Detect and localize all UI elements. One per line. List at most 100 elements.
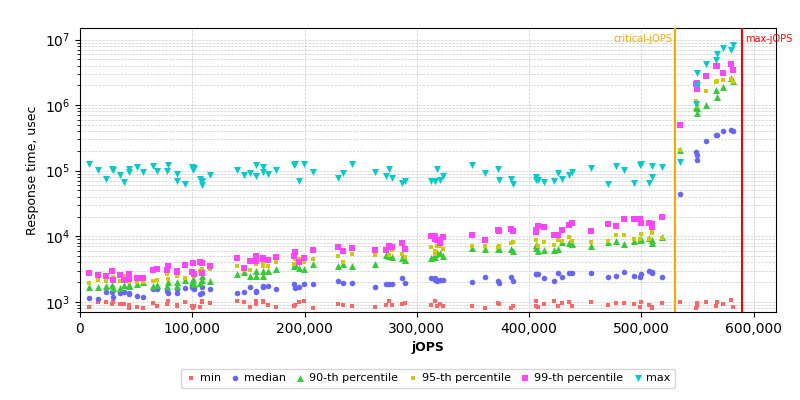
99-th percentile	[368, 247, 381, 253]
min	[396, 301, 409, 307]
min	[117, 301, 130, 307]
median	[243, 283, 256, 290]
95-th percentile	[194, 268, 206, 274]
95-th percentile	[538, 238, 550, 245]
max	[203, 172, 216, 179]
min	[298, 298, 310, 305]
95-th percentile	[306, 256, 319, 262]
max	[386, 175, 398, 182]
median	[646, 269, 658, 276]
95-th percentile	[289, 256, 302, 262]
median	[293, 284, 306, 290]
99-th percentile	[250, 253, 262, 259]
95-th percentile	[346, 251, 358, 257]
95-th percentile	[131, 279, 144, 286]
median	[331, 278, 344, 284]
90-th percentile	[136, 279, 149, 286]
median	[643, 267, 656, 274]
90-th percentile	[725, 75, 738, 82]
max	[506, 181, 519, 187]
99-th percentile	[538, 223, 550, 230]
max	[493, 177, 506, 183]
90-th percentile	[493, 245, 506, 252]
90-th percentile	[646, 240, 658, 246]
90-th percentile	[396, 255, 409, 262]
max	[425, 178, 438, 184]
99-th percentile	[99, 273, 112, 279]
max	[178, 181, 191, 188]
95-th percentile	[161, 271, 174, 277]
99-th percentile	[530, 227, 542, 233]
min	[106, 299, 119, 305]
median	[195, 290, 208, 296]
min	[466, 302, 478, 309]
99-th percentile	[186, 268, 198, 275]
max	[691, 70, 704, 76]
90-th percentile	[532, 248, 545, 254]
90-th percentile	[147, 282, 160, 289]
99-th percentile	[725, 61, 738, 67]
max	[382, 166, 395, 173]
90-th percentile	[628, 237, 641, 244]
90-th percentile	[643, 235, 656, 241]
median	[346, 280, 358, 286]
90-th percentile	[710, 94, 723, 101]
median	[555, 274, 568, 280]
95-th percentile	[674, 147, 686, 153]
min	[196, 298, 209, 305]
min	[99, 299, 112, 305]
95-th percentile	[585, 239, 598, 245]
95-th percentile	[203, 266, 216, 272]
median	[700, 138, 713, 145]
max	[436, 172, 449, 179]
median	[710, 132, 722, 138]
median	[238, 288, 250, 295]
90-th percentile	[194, 280, 206, 286]
95-th percentile	[187, 273, 200, 280]
max	[298, 161, 310, 168]
max	[131, 164, 144, 170]
max	[396, 180, 409, 186]
min	[346, 303, 358, 310]
median	[99, 288, 112, 295]
min	[633, 304, 646, 311]
min	[261, 302, 274, 309]
median	[725, 127, 738, 134]
median	[610, 273, 623, 279]
max	[346, 160, 358, 167]
min	[428, 298, 441, 304]
min	[434, 301, 446, 307]
99-th percentile	[82, 270, 95, 276]
90-th percentile	[436, 253, 449, 259]
99-th percentile	[425, 233, 438, 240]
90-th percentile	[261, 268, 274, 274]
max	[398, 178, 411, 184]
max	[106, 166, 118, 172]
Legend: min, median, 90-th percentile, 95-th percentile, 99-th percentile, max: min, median, 90-th percentile, 95-th per…	[181, 369, 675, 388]
99-th percentile	[187, 271, 200, 278]
max	[379, 173, 392, 179]
max	[466, 162, 478, 168]
min	[655, 300, 668, 306]
min	[147, 300, 160, 306]
99-th percentile	[532, 223, 545, 230]
min	[170, 303, 183, 309]
median	[602, 274, 614, 280]
95-th percentile	[261, 263, 274, 270]
95-th percentile	[634, 230, 647, 237]
95-th percentile	[178, 275, 191, 281]
min	[293, 298, 306, 305]
max	[91, 167, 104, 173]
95-th percentile	[368, 252, 381, 258]
95-th percentile	[186, 267, 198, 274]
95-th percentile	[186, 272, 199, 278]
min	[368, 304, 381, 310]
min	[269, 304, 282, 310]
95-th percentile	[106, 274, 119, 280]
median	[506, 278, 519, 284]
max	[628, 180, 641, 186]
95-th percentile	[250, 261, 262, 268]
99-th percentile	[610, 223, 623, 229]
min	[331, 301, 344, 307]
90-th percentile	[178, 277, 191, 284]
